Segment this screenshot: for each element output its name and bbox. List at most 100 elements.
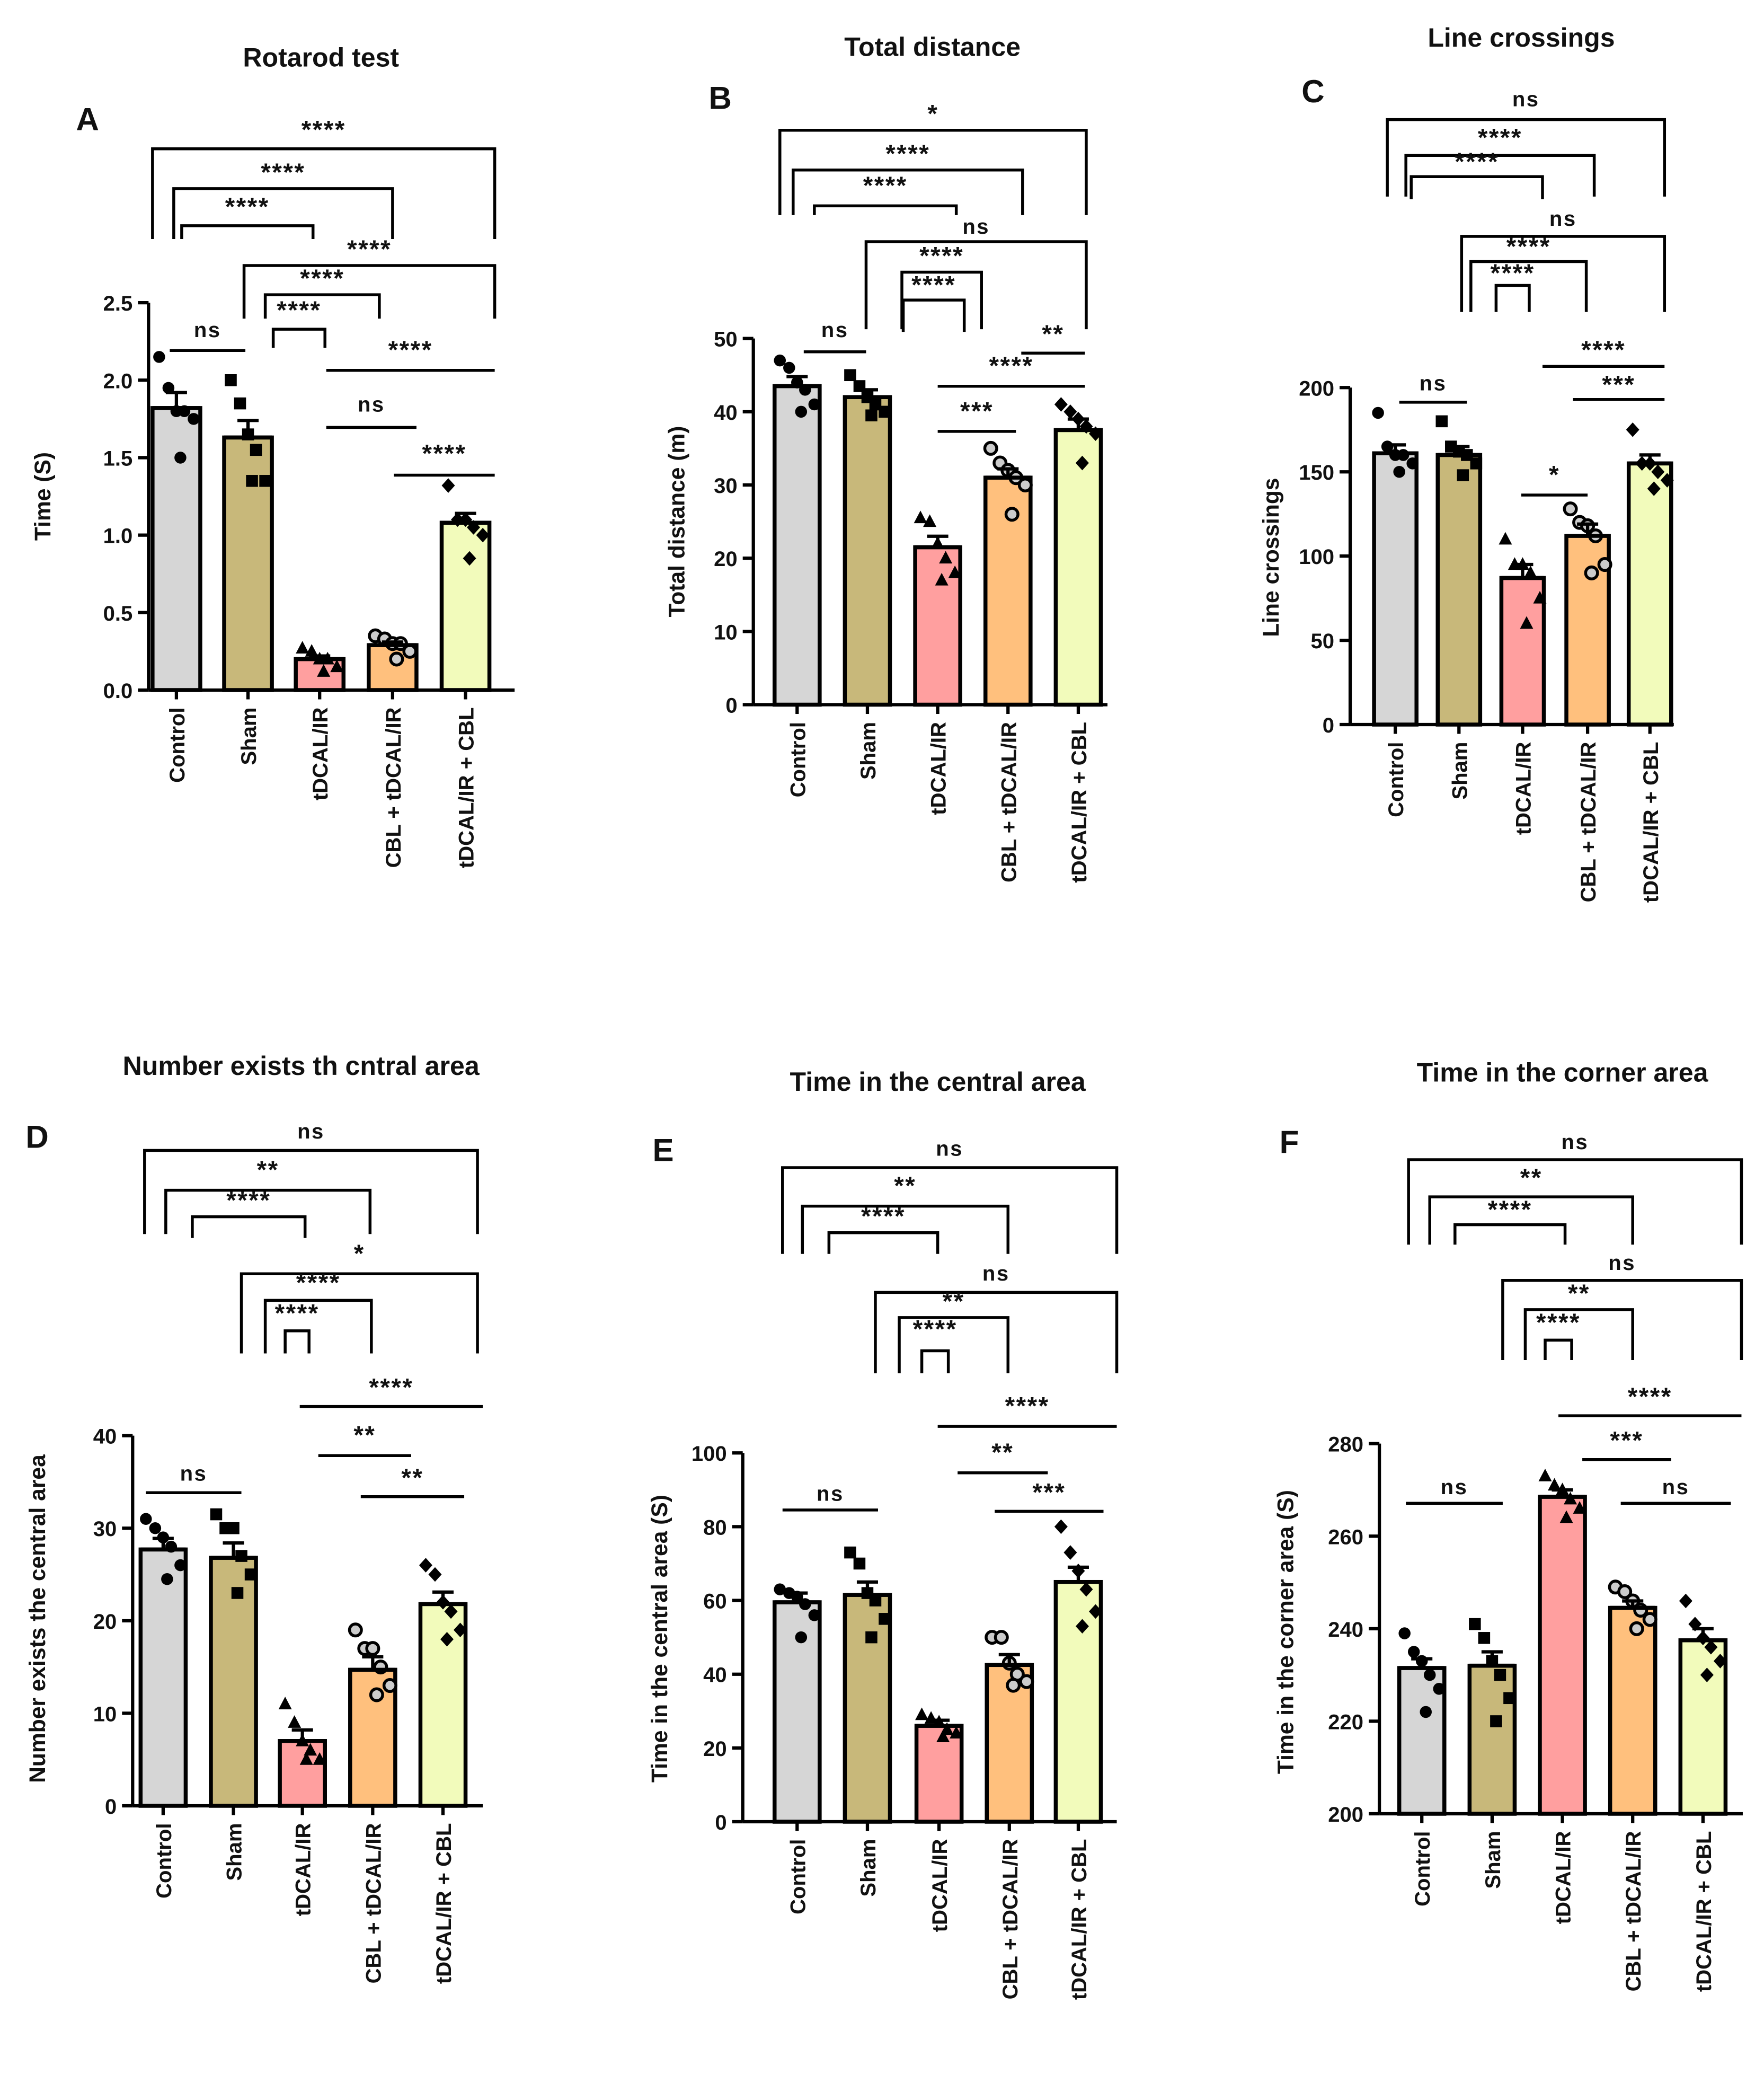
circle-marker bbox=[1406, 457, 1419, 470]
significance-label: **** bbox=[347, 235, 392, 263]
significance-bracket bbox=[180, 224, 315, 239]
x-tick-label: Sham bbox=[223, 1823, 246, 1881]
triangle-marker bbox=[305, 644, 318, 657]
square-marker bbox=[244, 1568, 257, 1581]
open-circle-marker bbox=[1629, 1621, 1644, 1636]
significance-label: ns bbox=[297, 1120, 325, 1143]
significance-label: *** bbox=[1602, 370, 1635, 399]
significance-bracket bbox=[901, 298, 966, 332]
triangle-marker bbox=[1559, 1510, 1573, 1523]
chart-title: Total distance bbox=[844, 32, 1021, 62]
bar bbox=[773, 384, 822, 707]
bar bbox=[278, 1739, 327, 1808]
significance-label: *** bbox=[960, 397, 994, 425]
circle-marker bbox=[774, 1583, 786, 1595]
triangle-marker bbox=[313, 1752, 326, 1765]
y-axis-label: Time in the central area (S) bbox=[647, 1495, 672, 1782]
diamond-marker bbox=[419, 1558, 432, 1573]
significance-label: **** bbox=[422, 439, 466, 467]
y-tick-label: 1.0 bbox=[103, 525, 133, 548]
diamond-marker bbox=[1679, 1593, 1692, 1609]
significance-bracket bbox=[920, 1349, 950, 1374]
significance-label: ns bbox=[817, 1482, 844, 1505]
diamond-marker bbox=[1660, 473, 1674, 488]
y-tick-label: 280 bbox=[1328, 1433, 1363, 1457]
open-circle-marker bbox=[382, 1678, 397, 1693]
circle-marker bbox=[808, 1609, 821, 1621]
y-tick-label: 0 bbox=[105, 1795, 117, 1819]
significance-label: ** bbox=[1042, 320, 1064, 348]
panel-f: Time in the corner area F Time in the corn… bbox=[1273, 1057, 1743, 1992]
bar bbox=[1053, 428, 1103, 707]
significance-bracket bbox=[240, 1272, 479, 1354]
y-tick-label: 100 bbox=[692, 1442, 727, 1466]
x-tick-label: Control bbox=[786, 1839, 810, 1914]
bar bbox=[1499, 576, 1546, 727]
significance-label: **** bbox=[863, 172, 908, 200]
y-tick-label: 200 bbox=[1328, 1803, 1363, 1826]
diamond-marker bbox=[1651, 464, 1665, 479]
open-circle-marker bbox=[1642, 1612, 1657, 1627]
bar bbox=[150, 406, 202, 692]
x-tick-label: Sham bbox=[857, 1839, 880, 1897]
diamond-marker bbox=[1088, 1604, 1102, 1619]
significance-label: **** bbox=[913, 1315, 958, 1343]
panel-d: Number exists th cntral area D Number exis… bbox=[25, 1051, 483, 1984]
x-tick-label: tDCAL/IR bbox=[309, 707, 332, 800]
x-tick-label: Sham bbox=[1482, 1831, 1505, 1889]
circle-marker bbox=[795, 405, 808, 418]
chart-title: Number exists th cntral area bbox=[123, 1051, 480, 1081]
y-tick-label: 30 bbox=[93, 1517, 117, 1541]
diamond-marker bbox=[428, 1567, 442, 1582]
significance-label: *** bbox=[1032, 1478, 1066, 1506]
significance-bracket bbox=[898, 1316, 1010, 1374]
triangle-marker bbox=[330, 659, 344, 673]
open-circle-marker bbox=[1597, 557, 1612, 572]
open-circle-marker bbox=[389, 651, 404, 667]
significance-label: ns bbox=[982, 1262, 1010, 1285]
bar bbox=[138, 1547, 188, 1808]
y-tick-label: 80 bbox=[703, 1516, 727, 1539]
triangle-marker bbox=[948, 566, 962, 578]
diamond-marker bbox=[1063, 1545, 1077, 1560]
significance-label: ** bbox=[991, 1438, 1014, 1467]
chart-title: Line crossings bbox=[1428, 23, 1615, 52]
diamond-marker bbox=[440, 1631, 454, 1647]
circle-marker bbox=[1407, 1646, 1420, 1658]
x-tick-label: Control bbox=[153, 1823, 176, 1899]
y-axis-label: Line crossings bbox=[1258, 478, 1284, 637]
x-tick-label: CBL + tDCAL/IR bbox=[1622, 1831, 1645, 1991]
significance-label: ns bbox=[1420, 372, 1447, 395]
square-marker bbox=[259, 475, 271, 487]
significance-label: **** bbox=[1455, 148, 1499, 176]
significance-bracket bbox=[1453, 1223, 1567, 1245]
significance-label: **** bbox=[369, 1374, 413, 1402]
y-tick-label: 60 bbox=[703, 1590, 727, 1613]
diamond-marker bbox=[444, 1604, 458, 1619]
triangle-marker bbox=[317, 664, 331, 677]
open-circle-marker bbox=[402, 643, 418, 659]
y-tick-label: 20 bbox=[93, 1610, 117, 1634]
square-marker bbox=[210, 1508, 223, 1521]
diamond-marker bbox=[1626, 422, 1639, 437]
significance-label: **** bbox=[388, 336, 433, 364]
significance-label: **** bbox=[1005, 1392, 1050, 1420]
significance-label: ** bbox=[1520, 1164, 1543, 1192]
panel-a: Rotarod test A Time (S) Control Sham tDCAL/IR… bbox=[30, 43, 515, 868]
significance-bracket bbox=[1386, 118, 1667, 197]
significance-bracket bbox=[1460, 235, 1667, 312]
circle-marker bbox=[795, 1631, 808, 1644]
panel-e: Time in the central area E Time in the cen… bbox=[647, 1067, 1119, 2000]
open-circle-marker bbox=[994, 1630, 1009, 1645]
significance-label: ** bbox=[353, 1422, 376, 1450]
open-circle-marker bbox=[348, 1622, 363, 1638]
significance-bracket bbox=[813, 204, 958, 215]
chart-title: Time in the corner area bbox=[1417, 1057, 1709, 1087]
square-marker bbox=[869, 398, 882, 411]
triangle-marker bbox=[939, 551, 953, 564]
y-tick-label: 10 bbox=[714, 621, 738, 644]
y-tick-label: 240 bbox=[1328, 1618, 1363, 1641]
chart-title: Time in the central area bbox=[790, 1067, 1086, 1097]
x-tick-label: CBL + tDCAL/IR bbox=[362, 1823, 385, 1983]
